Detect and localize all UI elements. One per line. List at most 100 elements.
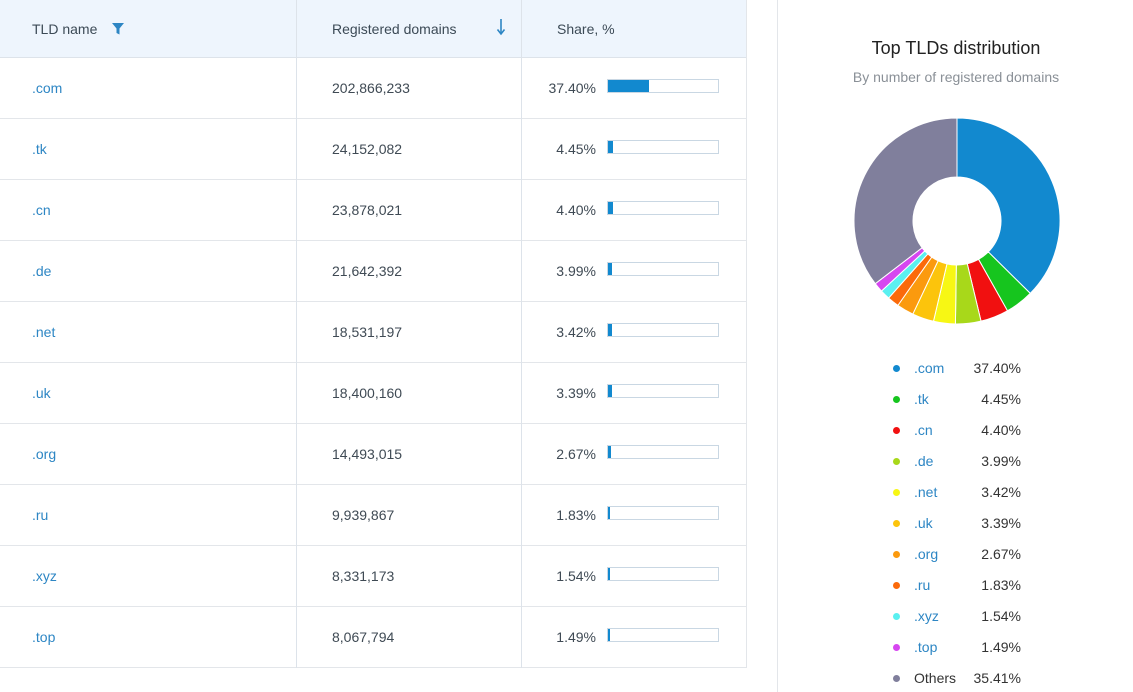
legend-label[interactable]: .tk bbox=[914, 391, 929, 407]
legend-label[interactable]: .ru bbox=[914, 577, 931, 593]
legend-item[interactable]: .uk 3.39% bbox=[778, 514, 1133, 534]
legend-dot bbox=[893, 675, 900, 682]
share-percent: 4.40% bbox=[556, 202, 596, 218]
share-bar-fill bbox=[608, 80, 649, 92]
share-percent: 1.83% bbox=[556, 507, 596, 523]
legend-dot bbox=[893, 365, 900, 372]
header-registered-domains[interactable]: Registered domains bbox=[332, 0, 457, 58]
share-bar-fill bbox=[608, 202, 613, 214]
share-bar bbox=[607, 79, 719, 93]
tld-link[interactable]: .uk bbox=[32, 385, 51, 401]
legend-label: Others bbox=[914, 670, 957, 686]
share-bar bbox=[607, 506, 719, 520]
donut-slice-Others[interactable] bbox=[853, 117, 958, 285]
legend-item[interactable]: .de 3.99% bbox=[778, 452, 1133, 472]
tld-link[interactable]: .xyz bbox=[32, 568, 57, 584]
share-bar bbox=[607, 628, 719, 642]
registered-count: 21,642,392 bbox=[332, 263, 403, 279]
chart-title: Top TLDs distribution bbox=[871, 38, 1041, 58]
legend-value: 1.49% bbox=[981, 639, 1021, 655]
table-row: .ru 9,939,867 1.83% bbox=[0, 485, 746, 546]
registered-count: 9,939,867 bbox=[332, 507, 395, 523]
tld-link[interactable]: .ru bbox=[32, 507, 49, 523]
donut-chart bbox=[853, 117, 1061, 325]
donut-slice-com[interactable] bbox=[956, 117, 1061, 295]
header-share[interactable]: Share, % bbox=[557, 0, 615, 58]
legend-value: 3.99% bbox=[981, 453, 1021, 469]
tld-link[interactable]: .top bbox=[32, 629, 56, 645]
legend-dot bbox=[893, 551, 900, 558]
share-bar-fill bbox=[608, 141, 613, 153]
legend-value: 3.42% bbox=[981, 484, 1021, 500]
share-bar-fill bbox=[608, 446, 611, 458]
table-row: .org 14,493,015 2.67% bbox=[0, 424, 746, 485]
filter-icon[interactable] bbox=[111, 22, 125, 36]
legend-item[interactable]: .tk 4.45% bbox=[778, 390, 1133, 410]
share-bar bbox=[607, 201, 719, 215]
legend-dot bbox=[893, 396, 900, 403]
chart-subtitle: By number of registered domains bbox=[852, 69, 1060, 85]
legend-value: 37.40% bbox=[973, 360, 1021, 376]
table-row: .com 202,866,233 37.40% bbox=[0, 58, 746, 119]
share-percent: 1.54% bbox=[556, 568, 596, 584]
legend-label[interactable]: .net bbox=[914, 484, 938, 500]
tld-link[interactable]: .org bbox=[32, 446, 57, 462]
sort-descending-icon[interactable] bbox=[495, 17, 507, 37]
legend-dot bbox=[893, 613, 900, 620]
legend-item[interactable]: .top 1.49% bbox=[778, 638, 1133, 658]
share-bar bbox=[607, 445, 719, 459]
tld-link[interactable]: .de bbox=[32, 263, 52, 279]
registered-count: 8,067,794 bbox=[332, 629, 395, 645]
legend-dot bbox=[893, 644, 900, 651]
column-divider bbox=[296, 0, 297, 668]
legend-item[interactable]: .com 37.40% bbox=[778, 359, 1133, 379]
table-row: .tk 24,152,082 4.45% bbox=[0, 119, 746, 180]
legend-value: 1.54% bbox=[981, 608, 1021, 624]
share-percent: 1.49% bbox=[556, 629, 596, 645]
table-row: .cn 23,878,021 4.40% bbox=[0, 180, 746, 241]
legend-item[interactable]: .ru 1.83% bbox=[778, 576, 1133, 596]
table-row: .net 18,531,197 3.42% bbox=[0, 302, 746, 363]
legend-item[interactable]: .cn 4.40% bbox=[778, 421, 1133, 441]
legend-label[interactable]: .com bbox=[914, 360, 945, 376]
share-bar-fill bbox=[608, 263, 612, 275]
share-bar-fill bbox=[608, 507, 610, 519]
legend-item[interactable]: .net 3.42% bbox=[778, 483, 1133, 503]
table-header: TLD name Registered domains Share, % bbox=[0, 0, 746, 58]
header-share-label: Share, % bbox=[557, 21, 615, 37]
legend-dot bbox=[893, 489, 900, 496]
legend-label[interactable]: .uk bbox=[914, 515, 933, 531]
table-row: .top 8,067,794 1.49% bbox=[0, 607, 746, 668]
registered-count: 202,866,233 bbox=[332, 80, 410, 96]
chart-panel: Top TLDs distribution By number of regis… bbox=[777, 0, 1133, 692]
tld-table: TLD name Registered domains Share, % .co… bbox=[0, 0, 747, 668]
legend-value: 35.41% bbox=[973, 670, 1021, 686]
tld-link[interactable]: .tk bbox=[32, 141, 47, 157]
legend-label[interactable]: .org bbox=[914, 546, 939, 562]
tld-link[interactable]: .net bbox=[32, 324, 56, 340]
legend-dot bbox=[893, 582, 900, 589]
legend-dot bbox=[893, 458, 900, 465]
share-percent: 37.40% bbox=[548, 80, 596, 96]
header-registered-label: Registered domains bbox=[332, 21, 457, 37]
share-percent: 3.42% bbox=[556, 324, 596, 340]
header-tld-name[interactable]: TLD name bbox=[32, 0, 125, 58]
legend-item[interactable]: Others 35.41% bbox=[778, 669, 1133, 689]
share-bar bbox=[607, 323, 719, 337]
legend-dot bbox=[893, 427, 900, 434]
legend-item[interactable]: .org 2.67% bbox=[778, 545, 1133, 565]
legend-label[interactable]: .cn bbox=[914, 422, 933, 438]
header-tld-name-label: TLD name bbox=[32, 21, 98, 37]
share-bar-fill bbox=[608, 385, 612, 397]
tld-link[interactable]: .com bbox=[32, 80, 63, 96]
legend-label[interactable]: .top bbox=[914, 639, 938, 655]
registered-count: 8,331,173 bbox=[332, 568, 395, 584]
tld-link[interactable]: .cn bbox=[32, 202, 51, 218]
legend-item[interactable]: .xyz 1.54% bbox=[778, 607, 1133, 627]
registered-count: 18,400,160 bbox=[332, 385, 403, 401]
share-bar-fill bbox=[608, 568, 610, 580]
table-row: .uk 18,400,160 3.39% bbox=[0, 363, 746, 424]
legend-label[interactable]: .xyz bbox=[914, 608, 939, 624]
legend-label[interactable]: .de bbox=[914, 453, 934, 469]
share-bar bbox=[607, 262, 719, 276]
